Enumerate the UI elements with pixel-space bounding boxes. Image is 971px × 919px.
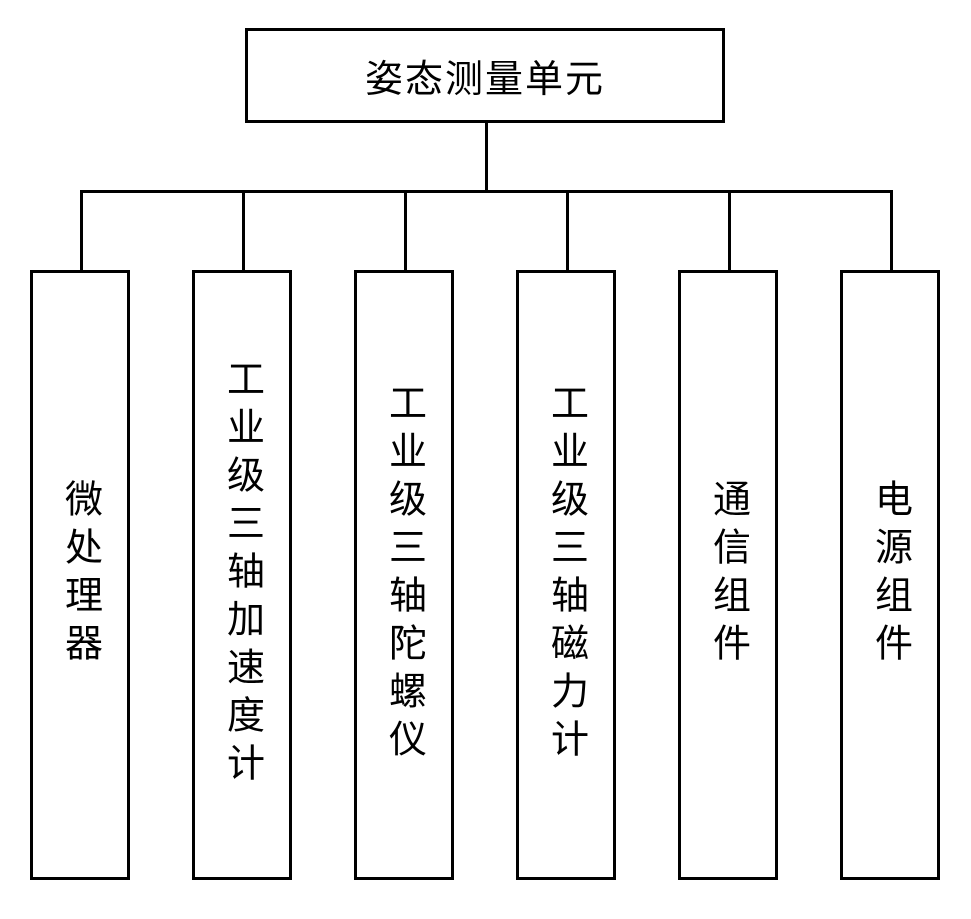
child-label: 通信组件 <box>701 479 756 671</box>
child-label: 工业级三轴陀螺仪 <box>377 383 432 767</box>
child-connector <box>242 190 245 270</box>
child-connector <box>404 190 407 270</box>
child-node: 工业级三轴陀螺仪 <box>354 270 454 880</box>
child-label: 工业级三轴加速度计 <box>215 359 270 791</box>
child-label: 电源组件 <box>863 479 918 671</box>
root-node: 姿态测量单元 <box>245 28 725 123</box>
child-node: 工业级三轴磁力计 <box>516 270 616 880</box>
child-node: 微处理器 <box>30 270 130 880</box>
child-connector <box>566 190 569 270</box>
root-label: 姿态测量单元 <box>365 48 605 103</box>
child-connector <box>80 190 83 270</box>
root-connector <box>485 123 488 190</box>
child-connector <box>728 190 731 270</box>
horizontal-bar <box>80 190 893 193</box>
child-node: 通信组件 <box>678 270 778 880</box>
child-label: 工业级三轴磁力计 <box>539 383 594 767</box>
child-node: 电源组件 <box>840 270 940 880</box>
child-node: 工业级三轴加速度计 <box>192 270 292 880</box>
child-connector <box>890 190 893 270</box>
child-label: 微处理器 <box>53 479 108 671</box>
